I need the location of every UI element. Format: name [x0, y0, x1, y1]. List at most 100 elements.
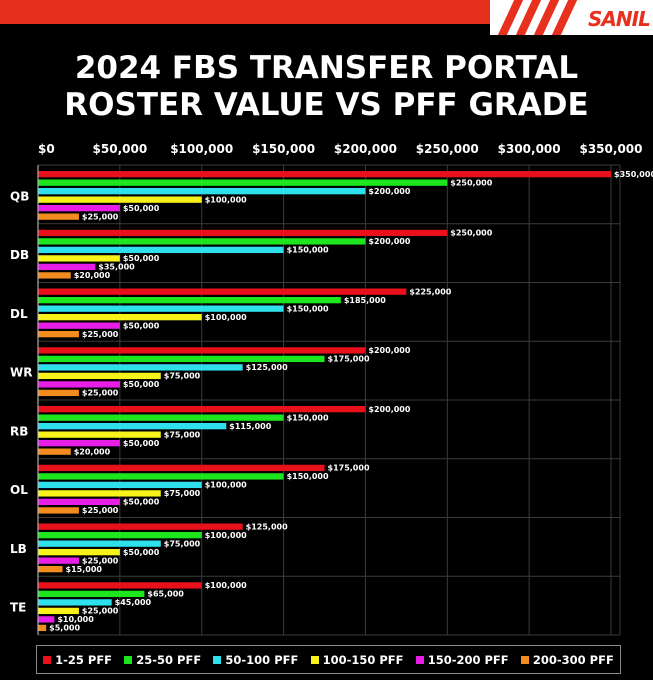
x-tick-label: $0 — [38, 142, 55, 156]
data-label: $200,000 — [368, 346, 410, 355]
legend-item: 50-100 PFF — [213, 653, 298, 667]
bar — [38, 238, 366, 245]
data-label: $185,000 — [344, 296, 386, 305]
data-label: $35,000 — [98, 263, 135, 272]
data-label: $250,000 — [450, 178, 492, 187]
bar — [38, 406, 366, 413]
bar — [38, 607, 79, 615]
data-label: $45,000 — [115, 598, 152, 607]
data-label: $50,000 — [123, 498, 160, 507]
legend-swatch — [415, 655, 424, 664]
x-tick-label: $50,000 — [93, 142, 148, 156]
data-label: $5,000 — [49, 624, 80, 633]
data-label: $15,000 — [66, 565, 103, 574]
category-label: OL — [10, 483, 28, 497]
data-label: $75,000 — [164, 539, 201, 548]
data-label: $50,000 — [123, 254, 160, 263]
data-label: $100,000 — [205, 195, 247, 204]
x-tick-label: $300,000 — [498, 142, 561, 156]
data-label: $75,000 — [164, 489, 201, 498]
bar — [38, 616, 55, 623]
bar — [38, 171, 611, 178]
data-label: $150,000 — [287, 472, 329, 481]
bar — [38, 423, 227, 430]
bar — [38, 196, 202, 203]
bar — [38, 347, 366, 354]
data-label: $25,000 — [82, 607, 119, 616]
data-label: $175,000 — [328, 464, 370, 473]
category-label: QB — [10, 189, 29, 203]
legend-label: 25-50 PFF — [136, 652, 202, 667]
bar — [38, 288, 407, 295]
data-label: $25,000 — [82, 389, 119, 398]
bar — [38, 205, 120, 212]
bar — [38, 549, 120, 556]
data-label: $100,000 — [205, 531, 247, 540]
bar — [38, 448, 71, 455]
bar — [38, 582, 202, 589]
bar — [38, 372, 161, 380]
data-label: $25,000 — [82, 330, 119, 339]
bar — [38, 414, 284, 421]
chart-title-line-2: ROSTER VALUE VS PFF GRADE — [64, 87, 589, 123]
category-label: DB — [10, 248, 29, 262]
data-label: $10,000 — [57, 615, 94, 624]
data-label: $115,000 — [229, 422, 271, 431]
x-tick-label: $100,000 — [170, 142, 233, 156]
data-label: $65,000 — [147, 590, 184, 599]
bar — [38, 566, 63, 573]
bar — [38, 464, 325, 472]
bar — [38, 381, 120, 388]
data-label: $125,000 — [246, 522, 288, 531]
bar — [38, 255, 120, 262]
top-banner: SANIL — [0, 0, 653, 40]
bar — [38, 229, 448, 237]
logo-text: SANIL — [588, 7, 651, 31]
bar — [38, 364, 243, 371]
legend-item: 25-50 PFF — [124, 653, 201, 667]
data-label: $75,000 — [164, 430, 201, 439]
bar — [38, 440, 120, 447]
bar — [38, 599, 112, 606]
bar — [38, 263, 96, 271]
legend-swatch — [520, 655, 529, 664]
bar — [38, 188, 366, 195]
bar — [38, 305, 284, 312]
data-label: $150,000 — [287, 413, 329, 422]
data-label: $200,000 — [368, 237, 410, 246]
data-label: $25,000 — [82, 556, 119, 565]
bar — [38, 498, 120, 506]
chart-legend: 1-25 PFF 25-50 PFF 50-100 PFF 100-150 PFF 15… — [36, 645, 621, 674]
legend-swatch — [310, 655, 319, 664]
legend-swatch — [213, 655, 222, 664]
x-tick-label: $200,000 — [334, 142, 397, 156]
data-label: $50,000 — [123, 439, 160, 448]
data-label: $100,000 — [205, 481, 247, 490]
bar — [38, 507, 79, 514]
bar — [38, 431, 161, 438]
bar — [38, 331, 79, 338]
data-label: $150,000 — [287, 304, 329, 313]
bar — [38, 540, 161, 547]
bar — [38, 213, 79, 220]
bar — [38, 272, 71, 279]
legend-item: 200-300 PFF — [520, 653, 614, 667]
data-label: $50,000 — [123, 380, 160, 389]
bar — [38, 314, 202, 321]
data-label: $75,000 — [164, 372, 201, 381]
data-label: $225,000 — [409, 287, 451, 296]
data-label: $50,000 — [123, 321, 160, 330]
bar — [38, 490, 161, 497]
data-label: $100,000 — [205, 581, 247, 590]
x-tick-label: $250,000 — [416, 142, 479, 156]
legend-label: 50-100 PFF — [225, 652, 299, 667]
legend-label: 100-150 PFF — [322, 652, 404, 667]
legend-item: 1-25 PFF — [43, 653, 112, 667]
chart-title-line-1: 2024 FBS TRANSFER PORTAL — [74, 50, 579, 86]
category-label: DL — [10, 307, 28, 321]
category-label: RB — [10, 424, 28, 438]
category-label: LB — [10, 542, 27, 556]
bar — [38, 246, 284, 254]
x-tick-label: $150,000 — [252, 142, 315, 156]
